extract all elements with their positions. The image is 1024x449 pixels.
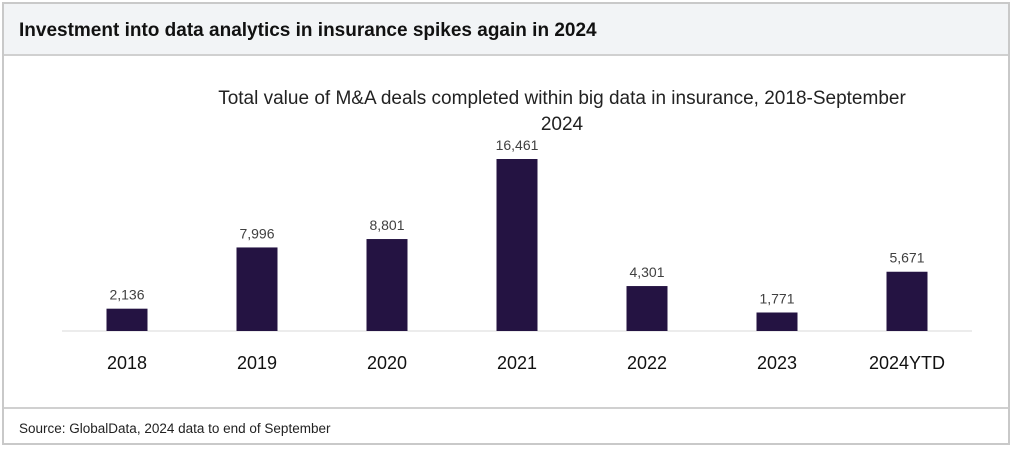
x-tick-label: 2021 [497, 353, 537, 373]
card-header: Investment into data analytics in insura… [4, 4, 1008, 56]
data-label: 8,801 [369, 217, 404, 233]
chart-title-line-2: 2024 [541, 114, 584, 135]
data-label: 16,461 [496, 137, 539, 153]
x-tick-label: 2023 [757, 353, 797, 373]
data-label: 7,996 [239, 225, 274, 241]
x-tick-label: 2020 [367, 353, 407, 373]
data-label: 5,671 [889, 250, 924, 266]
source-note: Source: GlobalData, 2024 data to end of … [19, 421, 331, 436]
bar-2020 [366, 239, 408, 331]
data-label: 1,771 [759, 290, 794, 306]
bar-2018 [106, 308, 148, 331]
chart-title-line-1: Total value of M&A deals completed withi… [218, 88, 906, 109]
bar-2019 [236, 247, 278, 331]
bar-2022 [626, 286, 668, 331]
x-tick-label: 2019 [237, 353, 277, 373]
card-footer: Source: GlobalData, 2024 data to end of … [4, 407, 1008, 443]
card-title: Investment into data analytics in insura… [19, 20, 597, 41]
x-tick-label: 2022 [627, 353, 667, 373]
data-label: 4,301 [629, 264, 664, 280]
data-label: 2,136 [109, 287, 144, 303]
chart-card: Investment into data analytics in insura… [2, 2, 1010, 445]
x-tick-label: 2024YTD [869, 353, 945, 373]
bar-2024YTD [886, 271, 928, 331]
bar-2023 [756, 312, 798, 331]
bar-2021 [496, 159, 538, 331]
x-tick-label: 2018 [107, 353, 147, 373]
